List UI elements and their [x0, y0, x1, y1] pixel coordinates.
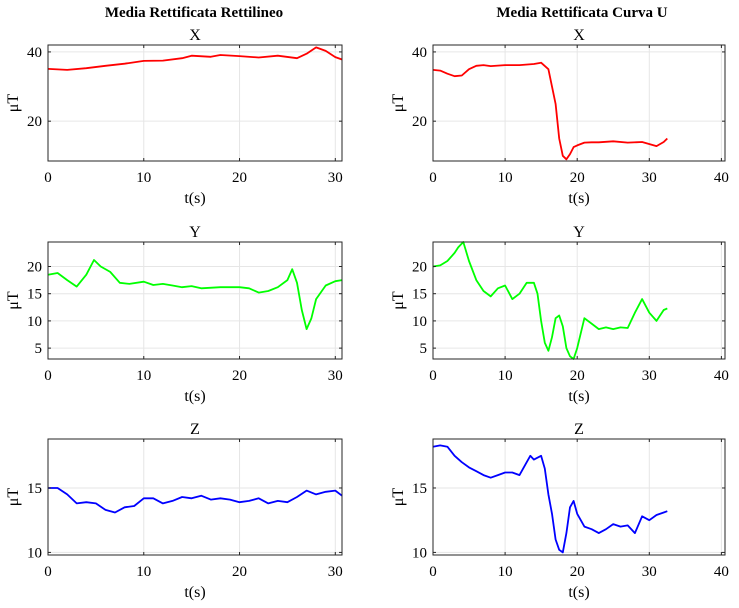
series-line-1	[432, 444, 668, 554]
series-line-1	[47, 46, 343, 71]
x-tick-label: 30	[328, 564, 343, 580]
axes-title: X	[573, 27, 585, 44]
x-tick-label: 0	[429, 564, 437, 580]
y-axis-label: μT	[5, 94, 22, 113]
axes-title: Y	[189, 224, 201, 241]
x-tick-label: 40	[714, 368, 729, 384]
y-tick-label: 20	[27, 114, 42, 130]
series-line-1	[432, 241, 668, 360]
axes-title: Y	[573, 224, 585, 241]
y-tick-label: 15	[412, 287, 427, 303]
y-tick-label: 10	[27, 314, 42, 330]
x-tick-label: 10	[136, 170, 151, 186]
x-tick-label: 0	[429, 368, 437, 384]
y-axis-label: μT	[390, 291, 407, 310]
x-axis-label: t(s)	[568, 190, 589, 207]
x-tick-label: 20	[232, 368, 247, 384]
y-axis-label: μT	[5, 291, 22, 310]
left-column-title: Media Rettificata Rettilineo	[105, 5, 283, 21]
x-axis-label: t(s)	[184, 388, 205, 405]
x-tick-label: 30	[642, 564, 657, 580]
x-tick-label: 10	[498, 170, 513, 186]
plot-area	[432, 44, 726, 162]
x-tick-label: 0	[429, 170, 437, 186]
y-tick-label: 10	[27, 545, 42, 561]
x-tick-label: 0	[44, 564, 52, 580]
axes-border	[432, 438, 726, 556]
axes-title: Z	[574, 421, 584, 438]
x-tick-label: 30	[328, 170, 343, 186]
x-tick-label: 20	[570, 564, 585, 580]
series-line-1	[432, 61, 668, 161]
plot-area	[432, 438, 726, 556]
y-axis-label: μT	[390, 94, 407, 113]
x-tick-label: 10	[498, 564, 513, 580]
axes-title: X	[189, 27, 201, 44]
x-tick-label: 0	[44, 368, 52, 384]
x-tick-label: 30	[642, 170, 657, 186]
y-tick-label: 10	[412, 314, 427, 330]
axes-border	[432, 241, 726, 360]
axes-border	[432, 44, 726, 162]
subplot-2: 0 10 20 30 40 20 40 Xt(s) μT	[390, 27, 729, 207]
x-tick-label: 30	[328, 368, 343, 384]
x-tick-label: 40	[714, 170, 729, 186]
subplot-3: 0 10 20 30 5 10 15 20 Yt(s) μT	[5, 224, 343, 405]
x-axis-label: t(s)	[568, 388, 589, 405]
y-axis-label: μT	[5, 488, 22, 507]
y-tick-label: 15	[412, 481, 427, 497]
x-tick-label: 20	[232, 170, 247, 186]
x-axis-label: t(s)	[568, 584, 589, 601]
y-tick-label: 15	[27, 481, 42, 497]
x-tick-label: 0	[44, 170, 52, 186]
x-tick-label: 20	[232, 564, 247, 580]
axes-title: Z	[190, 421, 200, 438]
right-column-title: Media Rettificata Curva U	[496, 5, 667, 21]
y-tick-label: 10	[412, 545, 427, 561]
x-tick-label: 20	[570, 170, 585, 186]
subplot-4: 0 10 20 30 40 5 10 15 20 Yt(s) μT	[390, 224, 729, 405]
plot-area	[47, 241, 343, 360]
x-axis-label: t(s)	[184, 584, 205, 601]
x-tick-label: 20	[570, 368, 585, 384]
y-tick-label: 15	[27, 287, 42, 303]
subplot-1: 0 10 20 30 20 40 Xt(s) μT	[5, 27, 343, 207]
y-tick-label: 5	[420, 341, 428, 357]
x-tick-label: 10	[498, 368, 513, 384]
axes-border	[47, 44, 343, 162]
y-tick-label: 40	[27, 45, 42, 61]
y-tick-label: 20	[27, 259, 42, 275]
x-tick-label: 40	[714, 564, 729, 580]
x-tick-label: 10	[136, 368, 151, 384]
y-tick-label: 40	[412, 45, 427, 61]
y-tick-label: 20	[412, 259, 427, 275]
y-tick-label: 20	[412, 114, 427, 130]
x-tick-label: 10	[136, 564, 151, 580]
series-line-1	[47, 259, 343, 331]
plot-area	[47, 44, 343, 162]
x-axis-label: t(s)	[184, 190, 205, 207]
axes-border	[47, 438, 343, 556]
series-line-1	[48, 487, 343, 514]
axes-border	[47, 241, 343, 360]
x-tick-label: 30	[642, 368, 657, 384]
y-tick-label: 5	[35, 341, 43, 357]
y-axis-label: μT	[390, 488, 407, 507]
